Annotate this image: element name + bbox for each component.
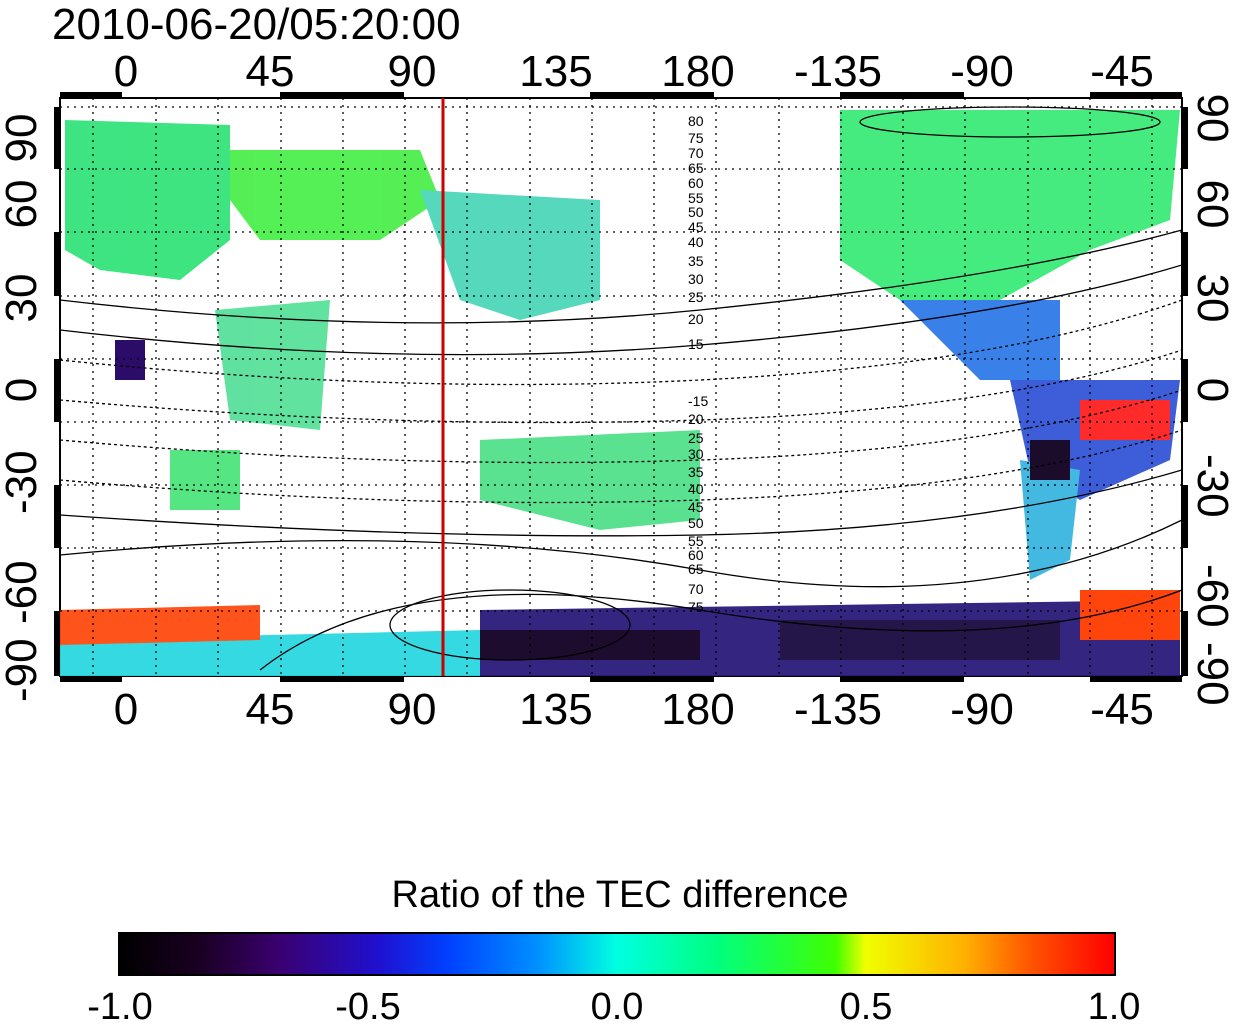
contour-label: 25 <box>688 289 704 305</box>
contour-label: 20 <box>688 411 704 427</box>
lon-tick-top: 90 <box>387 47 437 96</box>
lat-tick-left: 90 <box>0 113 46 163</box>
contour-label: 65 <box>688 561 704 577</box>
lon-tick-bottom: 45 <box>245 685 295 734</box>
lon-tick-top: 0 <box>113 47 139 96</box>
lat-tick-left: 30 <box>0 273 46 323</box>
colorbar-title: Ratio of the TEC difference <box>391 874 849 916</box>
lon-tick-bottom: -45 <box>1090 685 1154 734</box>
graticule <box>60 98 1182 676</box>
lat-tick-left: -90 <box>0 638 46 702</box>
contour-label: 60 <box>688 175 704 191</box>
lon-tick-top: -90 <box>950 47 1014 96</box>
lat-tick-left: 0 <box>0 377 46 403</box>
contour-label: 20 <box>688 311 704 327</box>
lat-tick-left: 60 <box>0 179 46 229</box>
lon-tick-top: 45 <box>245 47 295 96</box>
lat-tick-left: -60 <box>0 560 46 624</box>
colorbar-label: 1.0 <box>1087 986 1141 1028</box>
lon-tick-bottom: 90 <box>387 685 437 734</box>
contour-label: 35 <box>688 253 704 269</box>
colorbar-label: 0.5 <box>839 986 893 1028</box>
contour-label: 45 <box>688 219 704 235</box>
lon-tick-bottom: 180 <box>661 685 735 734</box>
lon-tick-top: 135 <box>519 47 593 96</box>
lon-tick-top: 180 <box>661 47 735 96</box>
map-title: 2010-06-20/05:20:00 <box>52 0 461 49</box>
colorbar-label: -0.5 <box>335 986 401 1028</box>
lat-tick-right: 90 <box>1188 93 1237 143</box>
contour-label: 30 <box>688 271 704 287</box>
lat-tick-right: -90 <box>1188 642 1237 706</box>
lat-tick-right: 0 <box>1188 377 1237 403</box>
contour-label: 25 <box>688 430 704 446</box>
contour-label: 70 <box>688 145 704 161</box>
contour-label: 60 <box>688 547 704 563</box>
lat-tick-left: -30 <box>0 450 46 514</box>
lon-tick-bottom: -135 <box>793 685 883 734</box>
contour-label: -15 <box>688 393 708 409</box>
contour-label: 55 <box>688 533 704 549</box>
contour-label: 30 <box>688 446 704 462</box>
contour-label: 45 <box>688 499 704 515</box>
magnetic-contours <box>60 106 1182 671</box>
contour-label: 50 <box>688 204 704 220</box>
contour-label: 35 <box>688 464 704 480</box>
lon-tick-top: -45 <box>1090 47 1154 96</box>
contour-label: 15 <box>688 336 704 352</box>
lat-tick-right: -60 <box>1188 564 1237 628</box>
lat-tick-right: -30 <box>1188 454 1237 518</box>
lat-tick-right: 60 <box>1188 179 1237 229</box>
contour-label: 40 <box>688 481 704 497</box>
lon-tick-bottom: -90 <box>950 685 1014 734</box>
contour-label: 55 <box>688 190 704 206</box>
contour-label: 65 <box>688 160 704 176</box>
contour-label: 40 <box>688 234 704 250</box>
lon-tick-bottom: 0 <box>113 685 139 734</box>
contour-label: 80 <box>688 113 704 129</box>
lon-tick-top: -135 <box>793 47 883 96</box>
contour-label: 75 <box>688 599 704 615</box>
colorbar-label: 0.0 <box>590 986 644 1028</box>
contour-label: 75 <box>688 130 704 146</box>
colorbar <box>118 932 1116 976</box>
contour-label: 70 <box>688 581 704 597</box>
lat-tick-right: 30 <box>1188 273 1237 323</box>
colorbar-label: -1.0 <box>87 986 153 1028</box>
lon-tick-bottom: 135 <box>519 685 593 734</box>
tec-data-patches <box>60 110 1180 676</box>
frame-ticks <box>54 92 1188 682</box>
contour-label: 50 <box>688 515 704 531</box>
